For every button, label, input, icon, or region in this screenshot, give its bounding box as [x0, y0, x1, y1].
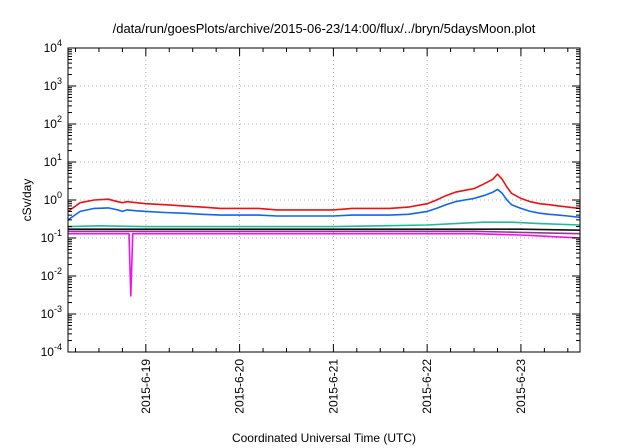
- y-tick-label: 100: [44, 190, 62, 207]
- y-axis-label: cSv/day: [20, 179, 34, 222]
- x-tick-label: 2015-6-21: [326, 359, 340, 414]
- y-tick-label: 102: [44, 114, 62, 131]
- series-group: [67, 173, 581, 297]
- y-tick-label: 103: [44, 76, 62, 93]
- x-tick-label: 2015-6-22: [420, 359, 434, 414]
- x-tick-label: 2015-6-20: [233, 359, 247, 414]
- y-tick-labels: 10-4 10-3 10-2 10-1 100 101 102 103 104: [41, 38, 62, 359]
- x-tick-label: 2015-6-19: [139, 359, 153, 414]
- y-tick-label: 10-4: [41, 342, 62, 359]
- series-line-1: [67, 173, 581, 213]
- ticks: [68, 47, 580, 353]
- y-tick-label: 10-3: [41, 304, 62, 321]
- x-tick-label: 2015-6-23: [514, 359, 528, 414]
- series-line-3: [67, 221, 581, 228]
- series-line-6: [68, 232, 581, 297]
- grid: [68, 48, 580, 352]
- y-tick-label: 101: [44, 152, 62, 169]
- series-line-4: [68, 228, 581, 231]
- series-line-2: [67, 188, 581, 221]
- chart-title: /data/run/goesPlots/archive/2015-06-23/1…: [113, 21, 536, 36]
- y-tick-label: 10-1: [41, 228, 62, 245]
- x-tick-labels: 2015-6-19 2015-6-20 2015-6-21 2015-6-22 2015…: [139, 359, 528, 414]
- x-axis-label: Coordinated Universal Time (UTC): [232, 431, 416, 445]
- y-tick-label: 10-2: [41, 266, 62, 283]
- y-tick-label: 104: [44, 38, 62, 55]
- series-line-5: [68, 230, 581, 235]
